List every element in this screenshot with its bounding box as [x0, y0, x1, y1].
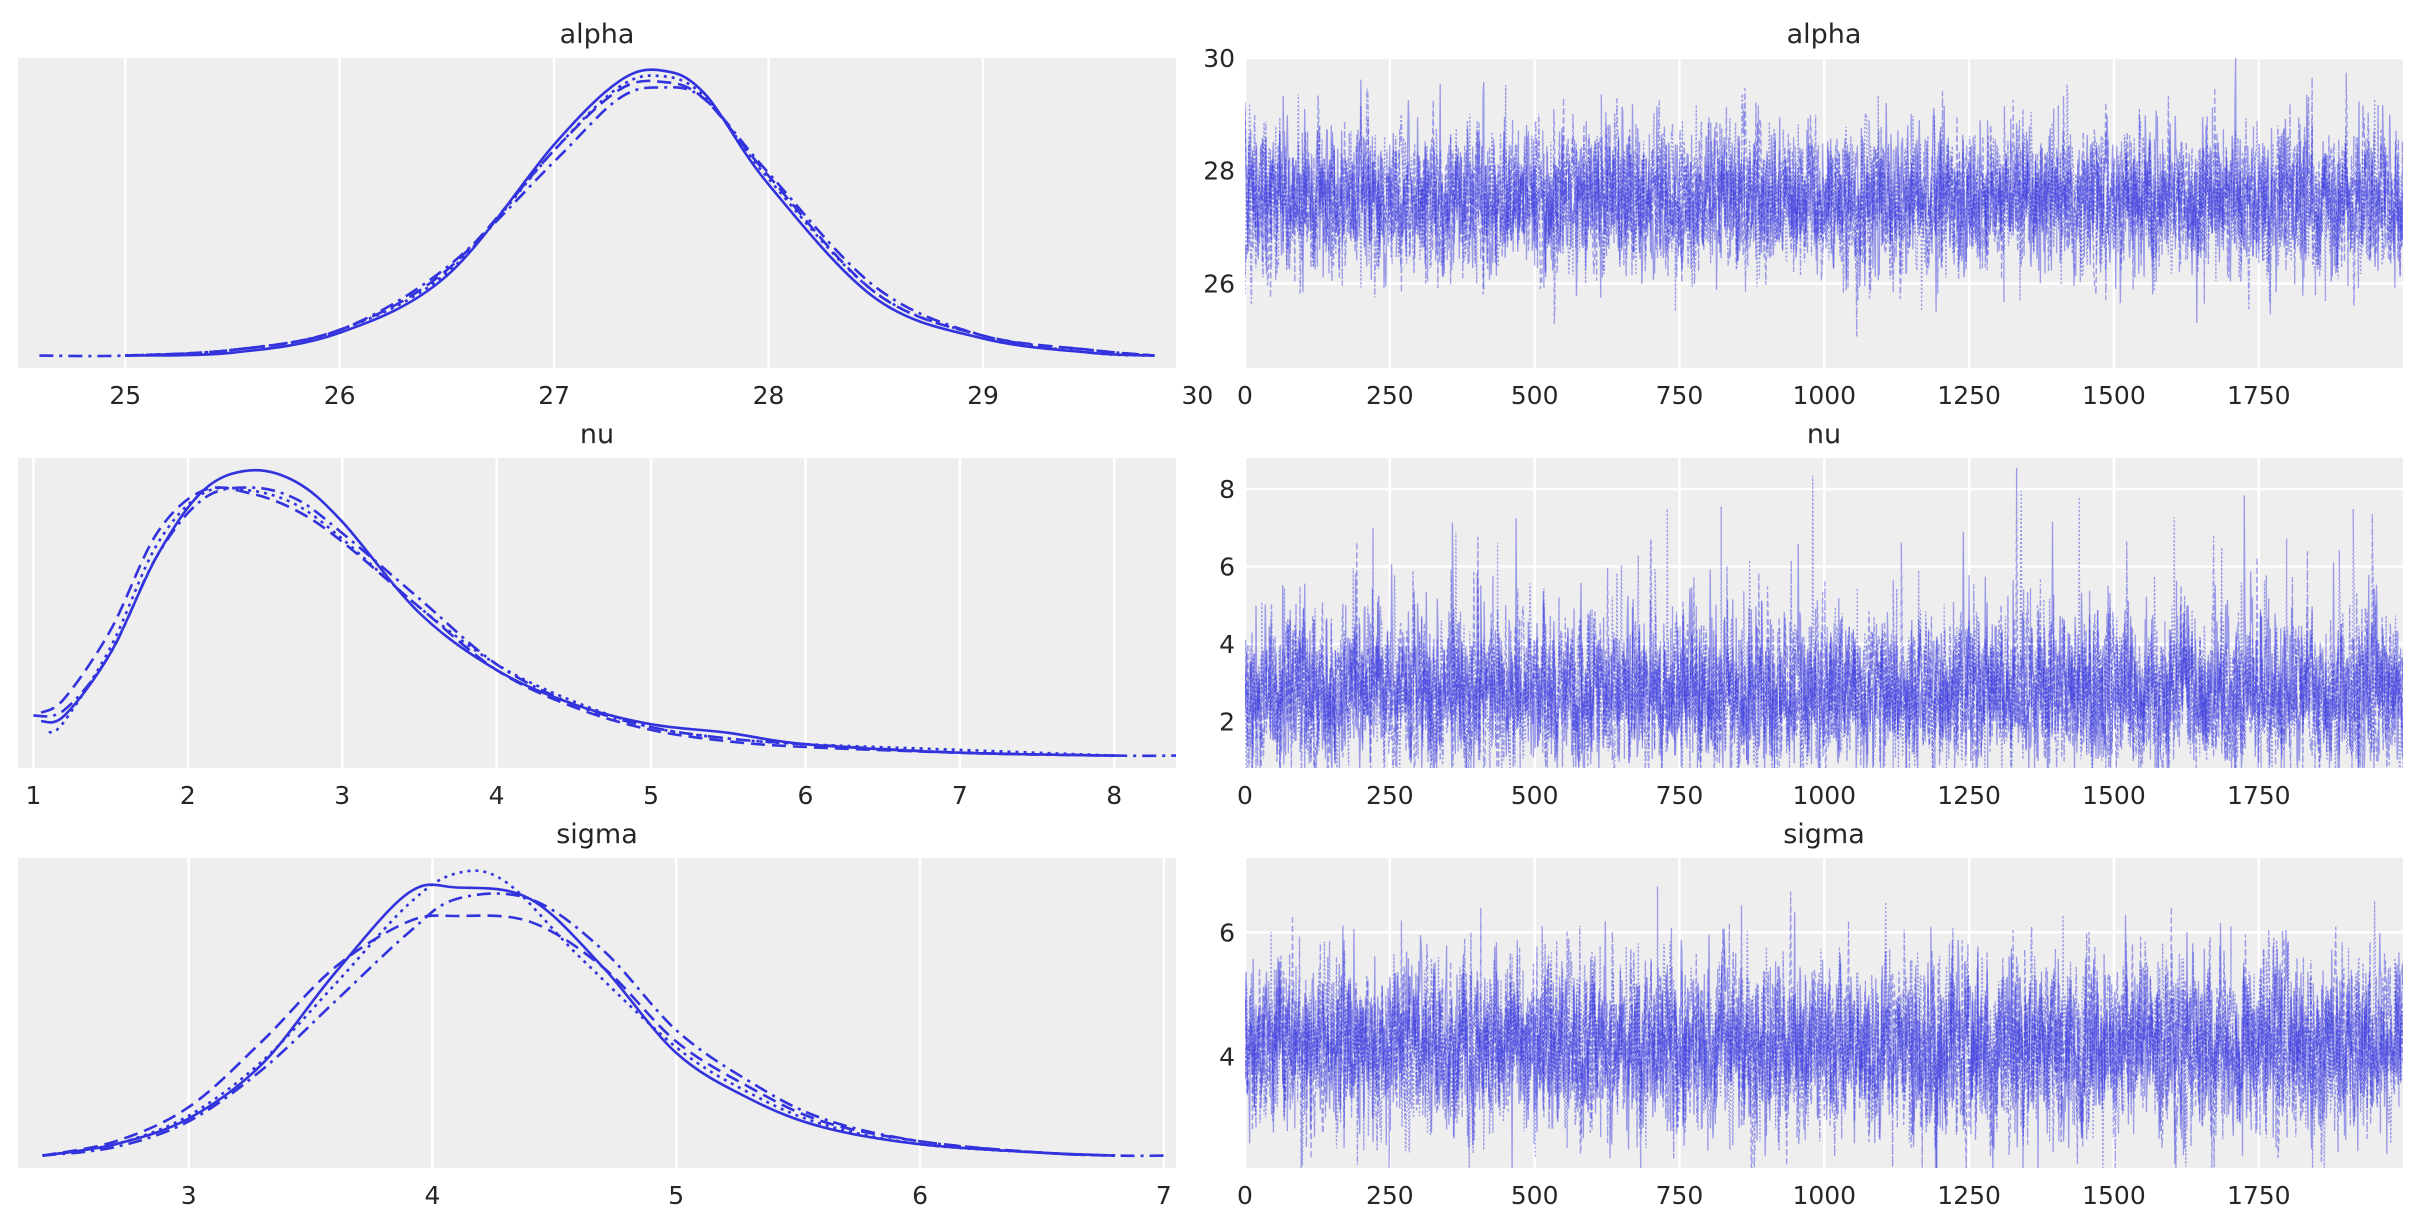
- x-tick-label: 250: [1366, 1181, 1414, 1210]
- x-tick-label: 1750: [2227, 781, 2291, 810]
- x-tick-label: 1750: [2227, 381, 2291, 410]
- x-tick-label: 500: [1511, 781, 1559, 810]
- y-tick-label: 4: [1219, 1042, 1235, 1071]
- subplot-density-alpha: alpha 25 26 27 28 29 30: [18, 19, 1213, 410]
- density-line-dashed: [42, 914, 1116, 1157]
- trace-line-chain-4: [1245, 513, 2403, 768]
- x-tick-label: 500: [1511, 381, 1559, 410]
- x-tick-label: 0: [1237, 1181, 1253, 1210]
- x-tick-label: 1750: [2227, 1181, 2291, 1210]
- x-tick-label: 5: [668, 1181, 684, 1210]
- trace-line-chain-1: [1245, 495, 2403, 768]
- x-tick-label: 29: [967, 381, 999, 410]
- x-tick-label: 1250: [1937, 781, 2001, 810]
- x-tick-label: 1000: [1792, 1181, 1856, 1210]
- subplot-density-nu: nu 1 2 3 4 5 6 7 8: [18, 419, 1176, 810]
- density-line-dashdot: [33, 486, 1176, 758]
- x-tick-label: 1500: [2082, 781, 2146, 810]
- density-line-dashdot: [42, 892, 1164, 1158]
- x-tick-label: 6: [797, 781, 813, 810]
- x-tick-label: 500: [1511, 1181, 1559, 1210]
- x-tick-label: 1500: [2082, 381, 2146, 410]
- y-tick-label: 8: [1219, 475, 1235, 504]
- y-tick-label: 28: [1203, 157, 1235, 186]
- trace-line-chain-2: [1245, 886, 2403, 1168]
- x-tick-label: 28: [753, 381, 785, 410]
- x-tick-label: 27: [538, 381, 570, 410]
- x-tick-label: 1500: [2082, 1181, 2146, 1210]
- y-tick-label: 4: [1219, 630, 1235, 659]
- trace-line-chain-3: [1245, 467, 2403, 768]
- subplot-density-sigma: sigma 3 4 5 6 7: [18, 819, 1176, 1210]
- x-tick-label: 2: [180, 781, 196, 810]
- x-tick-label: 4: [424, 1181, 440, 1210]
- x-tick-label: 6: [912, 1181, 928, 1210]
- x-tick-label: 1000: [1792, 381, 1856, 410]
- subplot-title: nu: [1807, 419, 1841, 450]
- x-tick-label: 3: [334, 781, 350, 810]
- density-line-solid: [125, 68, 1155, 357]
- x-tick-label: 0: [1237, 381, 1253, 410]
- x-tick-label: 750: [1656, 381, 1704, 410]
- x-tick-label: 4: [489, 781, 505, 810]
- trace-line-chain-2: [1245, 475, 2403, 768]
- x-tick-label: 1250: [1937, 1181, 2001, 1210]
- x-tick-label: 26: [324, 381, 356, 410]
- subplot-trace-alpha: alpha 0 250 500 750 1000 1250 1500 1750 26 28 30: [1203, 19, 2403, 410]
- trace-line-chain-4: [1245, 905, 2403, 1168]
- x-tick-label: 1000: [1792, 781, 1856, 810]
- y-tick-label: 6: [1219, 553, 1235, 582]
- subplot-trace-nu: nu 0 250 500 750 1000 1250 1500 1750 2 4 6 8: [1219, 419, 2403, 810]
- x-tick-label: 8: [1106, 781, 1122, 810]
- subplot-title: alpha: [560, 19, 635, 50]
- y-tick-label: 26: [1203, 269, 1235, 298]
- y-tick-label: 2: [1219, 708, 1235, 737]
- x-tick-label: 7: [952, 781, 968, 810]
- y-tick-label: 30: [1203, 44, 1235, 73]
- trace-line-chain-4: [1245, 77, 2403, 337]
- trace-line-chain-3: [1245, 72, 2403, 315]
- density-line-dashdot: [39, 85, 1155, 358]
- x-tick-label: 25: [109, 381, 141, 410]
- x-tick-label: 1: [25, 781, 41, 810]
- trace-line-chain-1: [1245, 912, 2403, 1168]
- x-tick-label: 0: [1237, 781, 1253, 810]
- trace-line-chain-1: [1245, 58, 2403, 324]
- x-tick-label: 1250: [1937, 381, 2001, 410]
- plot-background: [18, 858, 1176, 1168]
- trace-line-chain-3: [1245, 891, 2403, 1168]
- density-line-dashed: [40, 486, 1115, 757]
- subplot-title: sigma: [556, 819, 638, 850]
- x-tick-label: 250: [1366, 781, 1414, 810]
- x-tick-label: 30: [1182, 381, 1214, 410]
- x-tick-label: 750: [1656, 1181, 1704, 1210]
- subplot-trace-sigma: sigma 0 250 500 750 1000 1250 1500 1750 4 6: [1219, 819, 2403, 1210]
- subplot-title: alpha: [1787, 19, 1862, 50]
- x-tick-label: 5: [643, 781, 659, 810]
- subplot-title: sigma: [1783, 819, 1865, 850]
- y-tick-label: 6: [1219, 918, 1235, 947]
- x-tick-label: 7: [1156, 1181, 1172, 1210]
- x-tick-label: 3: [181, 1181, 197, 1210]
- density-line-solid: [42, 883, 1116, 1157]
- x-tick-label: 250: [1366, 381, 1414, 410]
- x-tick-label: 750: [1656, 781, 1704, 810]
- subplot-title: nu: [580, 419, 614, 450]
- plot-background: [18, 58, 1176, 368]
